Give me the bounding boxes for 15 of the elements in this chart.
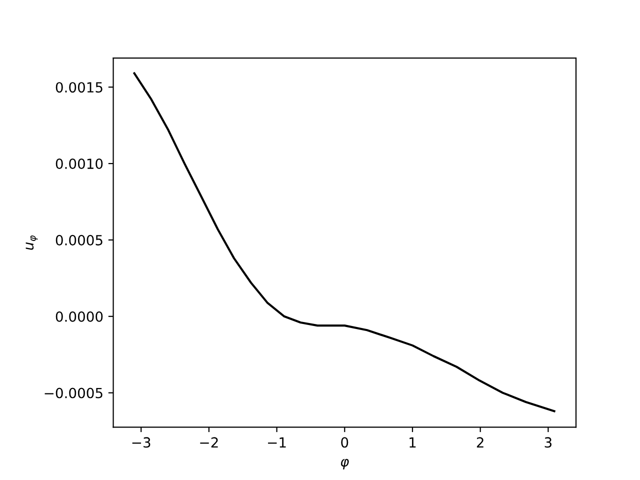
x-axis-title: φ [340, 458, 349, 470]
y-tick-label: 0.0000 [56, 311, 103, 322]
y-axis-title: u$_{φ}$ [26, 235, 38, 250]
line-series [133, 72, 556, 412]
y-tick-label: 0.0005 [56, 234, 102, 246]
y-tick-label: −0.0005 [44, 388, 102, 398]
x-tick-label: 0 [341, 437, 348, 448]
x-tick-label: 3 [544, 437, 552, 448]
y-tick-label: 0.0015 [56, 82, 102, 93]
x-tick-label: −1 [268, 437, 286, 448]
x-tick-label: 2 [476, 437, 484, 448]
x-tick-label: 1 [410, 437, 416, 448]
x-tick-label: −3 [132, 437, 150, 448]
y-tick-label: 0.0010 [56, 158, 103, 170]
x-tick-label: −2 [200, 437, 218, 448]
